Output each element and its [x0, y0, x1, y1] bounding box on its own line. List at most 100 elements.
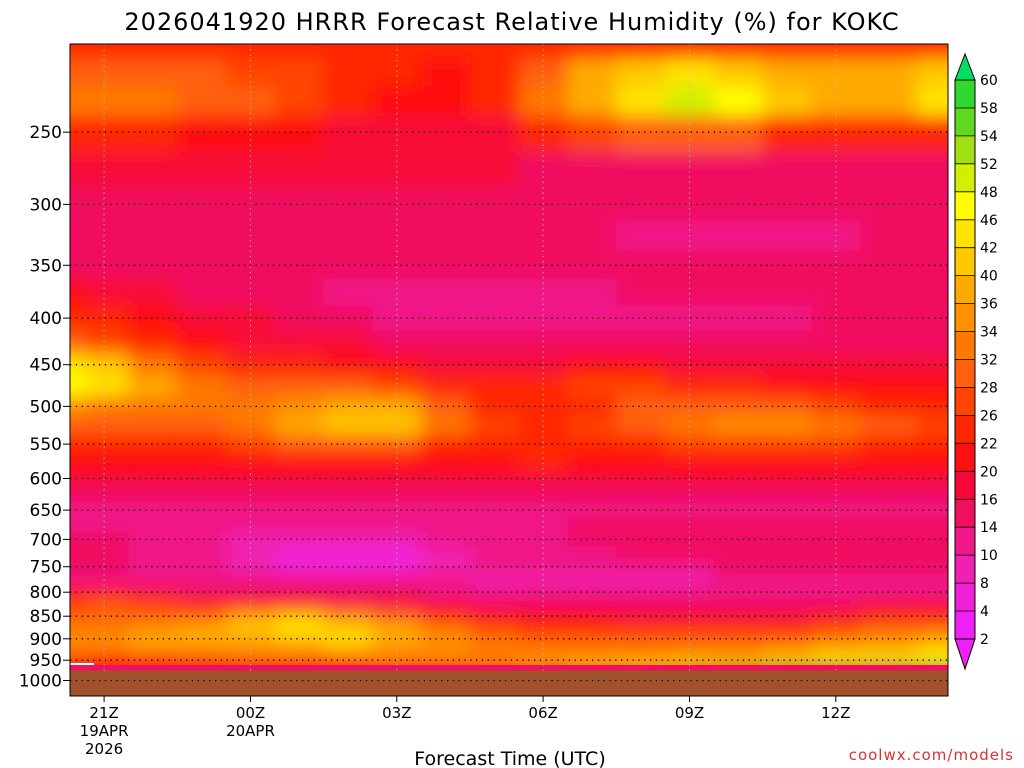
colorbar-segment [955, 163, 975, 193]
pressure-tick-label: 900 [30, 630, 62, 650]
rh-cell [372, 452, 423, 472]
rh-cell [177, 644, 228, 656]
rh-cell [518, 546, 569, 561]
rh-cell [518, 396, 569, 418]
rh-cell [860, 486, 918, 504]
colorbar-tick-label: 10 [980, 548, 998, 564]
rh-cell [87, 330, 130, 355]
colorbar-tick-label: 52 [980, 157, 998, 173]
rh-cell [323, 486, 374, 504]
rh-cell [87, 655, 130, 665]
rh-cell [274, 644, 325, 656]
rh-cell [226, 330, 276, 355]
rh-cell [762, 305, 813, 332]
colorbar-tick-label: 58 [980, 101, 998, 117]
rh-cell [665, 633, 715, 646]
time-tick-label: 06Z [528, 704, 557, 722]
rh-cell [567, 598, 618, 612]
rh-cell [177, 353, 228, 377]
rh-cell [87, 532, 130, 548]
rh-cell [323, 452, 374, 472]
rh-cell [128, 187, 179, 222]
rh-cell [518, 435, 569, 454]
rh-cell [70, 58, 89, 88]
rh-cell [811, 151, 862, 189]
rh-cell [616, 644, 667, 656]
rh-cell [70, 86, 89, 118]
rh-cell [518, 58, 569, 88]
rh-cell [274, 560, 325, 575]
rh-cell [177, 396, 228, 418]
colorbar-tick-label: 14 [980, 520, 998, 536]
rh-cell [372, 633, 423, 646]
rh-cell [470, 532, 520, 548]
rh-cell [762, 279, 813, 307]
rh-cell [274, 546, 325, 561]
rh-cell [916, 250, 948, 281]
rh-cell [713, 279, 764, 307]
rh-cell [616, 610, 667, 623]
rh-cell [713, 44, 764, 60]
colorbar-tick-label: 4 [980, 604, 989, 620]
rh-cell [421, 116, 471, 153]
rh-cell [128, 330, 179, 355]
time-tick-label: 09Z [675, 704, 704, 722]
rh-cell [372, 598, 423, 612]
rh-cell [713, 546, 764, 561]
rh-cell [70, 586, 89, 600]
rh-cell [762, 586, 813, 600]
rh-cell [70, 610, 89, 623]
rh-cell [762, 517, 813, 534]
rh-cell [177, 86, 228, 118]
rh-cell [616, 486, 667, 504]
rh-cell [616, 250, 667, 281]
rh-cell [518, 517, 569, 534]
rh-cell [665, 644, 715, 656]
rh-cell [470, 644, 520, 656]
rh-cell [762, 470, 813, 488]
rh-cell [470, 452, 520, 472]
rh-cell [70, 330, 89, 355]
rh-cell [421, 517, 471, 534]
rh-cell [274, 610, 325, 623]
rh-cell [616, 435, 667, 454]
pressure-tick-label: 400 [30, 309, 62, 329]
rh-cell [128, 396, 179, 418]
rh-cell [616, 279, 667, 307]
rh-cell [811, 486, 862, 504]
rh-cell [616, 598, 667, 612]
rh-cell [916, 470, 948, 488]
rh-cell [274, 598, 325, 612]
rh-cell [177, 44, 228, 60]
rh-cell [665, 517, 715, 534]
rh-cell [87, 44, 130, 60]
rh-cell [421, 416, 471, 436]
rh-cell [226, 58, 276, 88]
rh-cell [860, 644, 918, 656]
rh-cell [762, 644, 813, 656]
rh-cell [128, 586, 179, 600]
colorbar-segment [955, 527, 975, 556]
rh-cell [177, 610, 228, 623]
rh-cell [916, 502, 948, 519]
rh-cell [567, 58, 618, 88]
rh-cell [372, 560, 423, 575]
rh-cell [274, 330, 325, 355]
rh-cell [87, 470, 130, 488]
rh-cell [470, 560, 520, 575]
rh-cell [518, 586, 569, 600]
colorbar-segment [955, 275, 975, 304]
rh-cell [177, 452, 228, 472]
rh-cell [323, 44, 374, 60]
rh-cell [323, 375, 374, 398]
colorbar-tick-label: 2 [980, 632, 989, 648]
rh-cell [811, 622, 862, 635]
rh-cell [177, 573, 228, 588]
rh-cell [616, 58, 667, 88]
x-axis-label: Forecast Time (UTC) [414, 748, 605, 768]
rh-cell [518, 644, 569, 656]
rh-cell [518, 416, 569, 436]
rh-cell [421, 44, 471, 60]
chart-title: 2026041920 HRRR Forecast Relative Humidi… [124, 8, 899, 36]
